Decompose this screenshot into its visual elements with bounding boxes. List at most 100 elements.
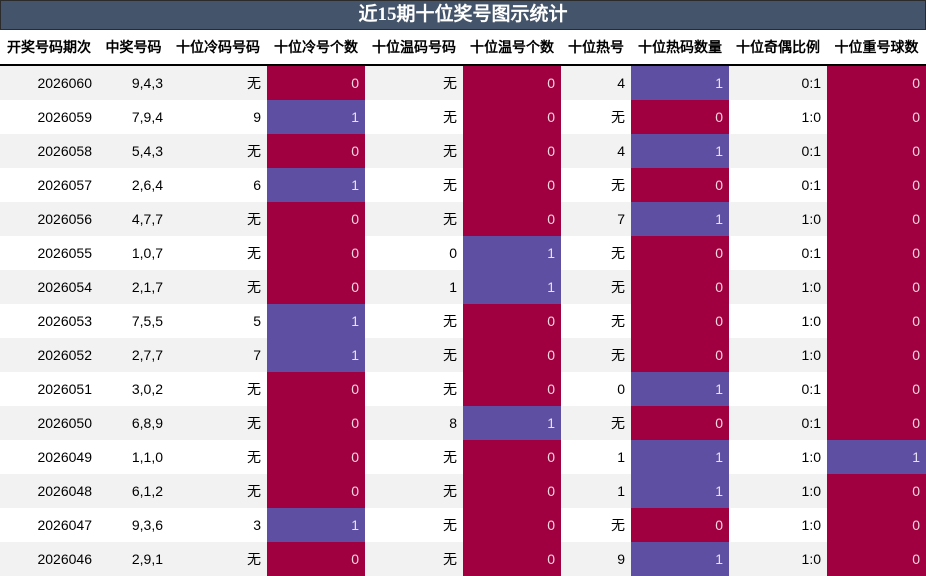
- warm-count-cell: 0: [463, 304, 561, 338]
- hot-count-cell: 1: [631, 372, 729, 406]
- numbers-cell: 2,7,7: [98, 338, 169, 372]
- hot-code-cell: 0: [561, 372, 631, 406]
- warm-code-cell: 无: [365, 440, 463, 474]
- cold-count-cell: 0: [267, 542, 365, 576]
- hot-count-cell: 0: [631, 168, 729, 202]
- repeat-count-cell: 0: [827, 542, 926, 576]
- warm-count-cell: 0: [463, 65, 561, 100]
- warm-code-cell: 1: [365, 270, 463, 304]
- warm-count-cell: 1: [463, 236, 561, 270]
- hot-code-cell: 无: [561, 100, 631, 134]
- odd-even-cell: 1:0: [729, 202, 827, 236]
- table-row: 2026049 1,1,0 无 0 无 0 1 1 1:0 1: [0, 440, 926, 474]
- numbers-cell: 2,6,4: [98, 168, 169, 202]
- hot-code-cell: 1: [561, 474, 631, 508]
- warm-count-cell: 0: [463, 100, 561, 134]
- repeat-count-cell: 0: [827, 202, 926, 236]
- warm-code-cell: 0: [365, 236, 463, 270]
- issue-cell: 2026053: [0, 304, 98, 338]
- hot-count-cell: 0: [631, 406, 729, 440]
- numbers-cell: 6,8,9: [98, 406, 169, 440]
- cold-code-cell: 7: [169, 338, 267, 372]
- odd-even-cell: 0:1: [729, 236, 827, 270]
- issue-cell: 2026057: [0, 168, 98, 202]
- table-row: 2026054 2,1,7 无 0 1 1 无 0 1:0 0: [0, 270, 926, 304]
- warm-code-cell: 无: [365, 542, 463, 576]
- hot-code-cell: 无: [561, 338, 631, 372]
- header-issue: 开奖号码期次: [0, 30, 98, 66]
- cold-code-cell: 5: [169, 304, 267, 338]
- cold-count-cell: 0: [267, 406, 365, 440]
- odd-even-cell: 1:0: [729, 508, 827, 542]
- hot-code-cell: 无: [561, 406, 631, 440]
- repeat-count-cell: 0: [827, 406, 926, 440]
- cold-code-cell: 无: [169, 440, 267, 474]
- table-row: 2026048 6,1,2 无 0 无 0 1 1 1:0 0: [0, 474, 926, 508]
- table-row: 2026059 7,9,4 9 1 无 0 无 0 1:0 0: [0, 100, 926, 134]
- odd-even-cell: 0:1: [729, 65, 827, 100]
- odd-even-cell: 1:0: [729, 440, 827, 474]
- cold-count-cell: 1: [267, 100, 365, 134]
- issue-cell: 2026055: [0, 236, 98, 270]
- cold-count-cell: 0: [267, 65, 365, 100]
- table-row: 2026051 3,0,2 无 0 无 0 0 1 0:1 0: [0, 372, 926, 406]
- table-row: 2026052 2,7,7 7 1 无 0 无 0 1:0 0: [0, 338, 926, 372]
- warm-code-cell: 无: [365, 134, 463, 168]
- numbers-cell: 7,5,5: [98, 304, 169, 338]
- hot-code-cell: 4: [561, 134, 631, 168]
- header-hot-count: 十位热码数量: [631, 30, 729, 66]
- header-cold-count: 十位冷号个数: [267, 30, 365, 66]
- warm-count-cell: 1: [463, 270, 561, 304]
- odd-even-cell: 0:1: [729, 134, 827, 168]
- stats-table: 开奖号码期次 中奖号码 十位冷码号码 十位冷号个数 十位温码号码 十位温号个数 …: [0, 30, 926, 576]
- hot-count-cell: 1: [631, 474, 729, 508]
- warm-count-cell: 0: [463, 542, 561, 576]
- hot-count-cell: 0: [631, 508, 729, 542]
- cold-code-cell: 无: [169, 270, 267, 304]
- cold-count-cell: 0: [267, 474, 365, 508]
- numbers-cell: 4,7,7: [98, 202, 169, 236]
- warm-code-cell: 无: [365, 65, 463, 100]
- cold-code-cell: 3: [169, 508, 267, 542]
- warm-code-cell: 无: [365, 100, 463, 134]
- repeat-count-cell: 0: [827, 372, 926, 406]
- warm-count-cell: 0: [463, 202, 561, 236]
- warm-count-cell: 0: [463, 474, 561, 508]
- issue-cell: 2026052: [0, 338, 98, 372]
- odd-even-cell: 1:0: [729, 100, 827, 134]
- hot-count-cell: 0: [631, 236, 729, 270]
- warm-code-cell: 无: [365, 202, 463, 236]
- issue-cell: 2026051: [0, 372, 98, 406]
- cold-count-cell: 1: [267, 168, 365, 202]
- warm-count-cell: 1: [463, 406, 561, 440]
- header-hot-code: 十位热号: [561, 30, 631, 66]
- numbers-cell: 3,0,2: [98, 372, 169, 406]
- header-cold-code: 十位冷码号码: [169, 30, 267, 66]
- issue-cell: 2026058: [0, 134, 98, 168]
- repeat-count-cell: 0: [827, 168, 926, 202]
- hot-code-cell: 无: [561, 304, 631, 338]
- odd-even-cell: 1:0: [729, 338, 827, 372]
- cold-code-cell: 无: [169, 202, 267, 236]
- cold-code-cell: 无: [169, 474, 267, 508]
- repeat-count-cell: 0: [827, 100, 926, 134]
- hot-count-cell: 1: [631, 440, 729, 474]
- hot-count-cell: 1: [631, 65, 729, 100]
- hot-count-cell: 1: [631, 134, 729, 168]
- numbers-cell: 5,4,3: [98, 134, 169, 168]
- hot-count-cell: 1: [631, 542, 729, 576]
- hot-code-cell: 7: [561, 202, 631, 236]
- header-warm-code: 十位温码号码: [365, 30, 463, 66]
- hot-code-cell: 无: [561, 236, 631, 270]
- hot-code-cell: 无: [561, 168, 631, 202]
- issue-cell: 2026049: [0, 440, 98, 474]
- table-row: 2026050 6,8,9 无 0 8 1 无 0 0:1 0: [0, 406, 926, 440]
- repeat-count-cell: 0: [827, 65, 926, 100]
- issue-cell: 2026047: [0, 508, 98, 542]
- cold-count-cell: 0: [267, 372, 365, 406]
- hot-code-cell: 9: [561, 542, 631, 576]
- issue-cell: 2026056: [0, 202, 98, 236]
- numbers-cell: 1,1,0: [98, 440, 169, 474]
- warm-count-cell: 0: [463, 372, 561, 406]
- issue-cell: 2026050: [0, 406, 98, 440]
